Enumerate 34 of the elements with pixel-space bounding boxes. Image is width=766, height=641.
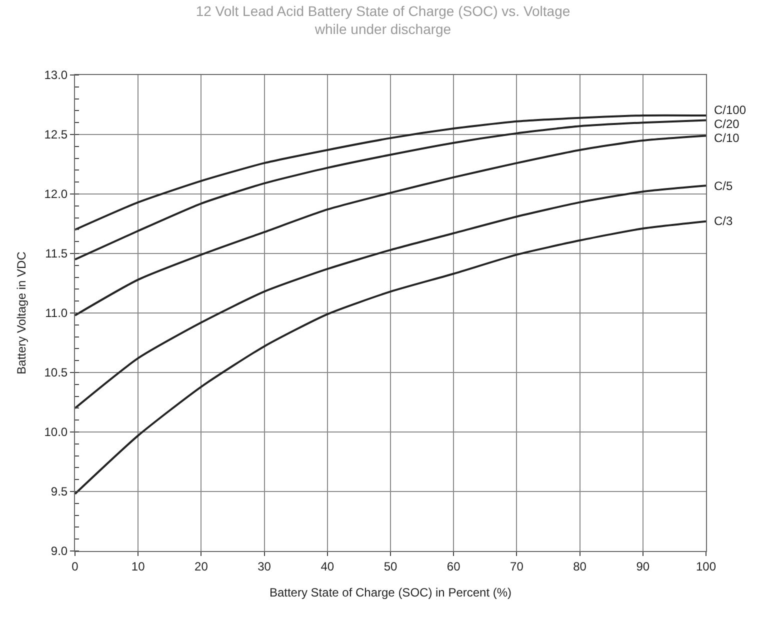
line-series: [75, 114, 706, 231]
y-tick-label: 12.5: [44, 128, 68, 142]
y-tick-label: 9.5: [50, 484, 68, 499]
series-label: C/10: [714, 131, 740, 145]
y-tick-label: 11.0: [45, 306, 68, 320]
line-series: [75, 184, 706, 410]
line-series: [75, 119, 706, 260]
series-label: C/5: [714, 179, 733, 193]
y-tick-label: 9.0: [50, 544, 68, 558]
x-tick-label: 40: [320, 559, 334, 574]
y-axis-title: Battery Voltage in VDC: [14, 251, 29, 374]
y-tick-label: 11.5: [45, 246, 68, 261]
series-label: C/3: [714, 214, 733, 228]
y-tick-label: 13.0: [44, 68, 68, 82]
x-tick-label: 60: [446, 559, 461, 574]
series-label: C/100: [714, 103, 746, 117]
x-tick-label: 0: [72, 559, 79, 574]
x-tick-label: 100: [696, 559, 716, 574]
line-series: [75, 220, 706, 495]
y-tick-label: 10.5: [44, 366, 68, 380]
chart-title: 12 Volt Lead Acid Battery State of Charge (SOC) vs. Voltage: [196, 3, 570, 20]
series-label: C/20: [714, 117, 740, 131]
y-tick-label: 12.0: [44, 187, 68, 202]
y-tick-label: 10.0: [44, 425, 68, 440]
x-tick-label: 50: [384, 559, 398, 574]
x-axis-title: Battery State of Charge (SOC) in Percent (%): [269, 585, 512, 600]
x-tick-label: 30: [258, 559, 272, 574]
x-tick-label: 90: [636, 559, 650, 574]
chart-subtitle: while under discharge: [314, 21, 452, 38]
x-tick-label: 10: [131, 559, 146, 574]
line-series: [75, 134, 706, 316]
x-tick-label: 70: [510, 559, 524, 574]
x-tick-label: 20: [194, 559, 208, 574]
x-tick-label: 80: [573, 559, 587, 574]
